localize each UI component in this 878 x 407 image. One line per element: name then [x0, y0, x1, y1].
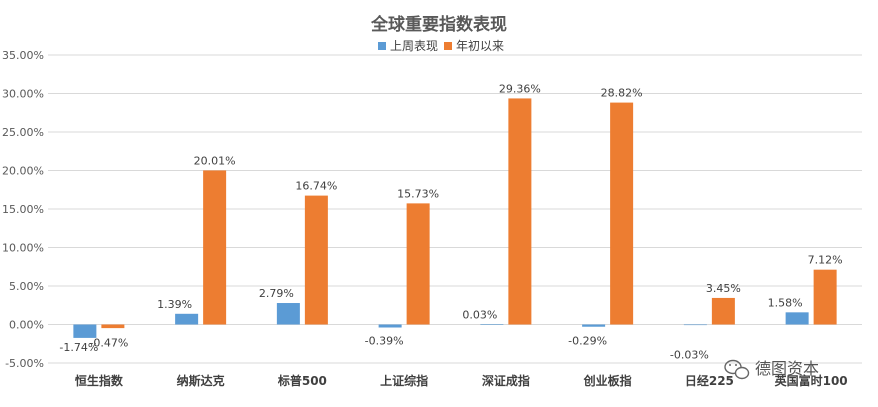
y-tick-label: 5.00% [9, 280, 44, 293]
data-labels: -1.74%-0.47% 1.39% 20.01% 2.79% 16.74% -0.39%… [59, 82, 842, 361]
data-label-ytd: 3.45% [706, 282, 741, 295]
bar-weekly [378, 324, 402, 328]
bar-weekly [276, 303, 300, 325]
x-axis: 恒生指数 纳斯达克 标普500 上证综指 深证成指 创业板指 日经225 英国富时100 [75, 373, 848, 388]
y-tick-label: 15.00% [2, 203, 44, 216]
category-label: 上证综指 [380, 373, 428, 388]
bar-weekly [175, 313, 199, 325]
data-label-weekly: 1.58% [768, 296, 803, 309]
y-tick-label: 30.00% [2, 88, 44, 101]
data-label-ytd: -0.47% [89, 337, 128, 350]
y-tick-label: 20.00% [2, 165, 44, 178]
y-tick-label: 25.00% [2, 126, 44, 139]
bar-ytd [508, 98, 532, 325]
chart-title: 全球重要指数表现 [370, 14, 507, 35]
data-label-ytd: 7.12% [808, 254, 843, 267]
y-axis: -5.00% 0.00% 5.00% 10.00% 15.00% 20.00% 25.00%… [2, 49, 44, 370]
bar-ytd [813, 269, 837, 325]
watermark: 德图资本 [724, 359, 819, 380]
category-label: 创业板指 [583, 373, 632, 388]
legend-swatch-weekly [378, 42, 386, 50]
data-label-weekly: 2.79% [259, 287, 294, 300]
legend-swatch-ytd [444, 42, 452, 50]
watermark-text: 德图资本 [755, 359, 819, 378]
data-label-weekly: 1.39% [157, 298, 192, 311]
bar-weekly [683, 324, 707, 326]
bar-weekly [582, 324, 606, 327]
gridlines [48, 54, 862, 364]
y-tick-label: 10.00% [2, 242, 44, 255]
legend-label-ytd: 年初以来 [456, 39, 504, 53]
bar-ytd [406, 203, 430, 325]
data-label-ytd: 16.74% [295, 180, 337, 193]
data-label-ytd: 20.01% [194, 154, 236, 167]
data-label-ytd: 15.73% [397, 187, 439, 200]
data-label-weekly: -0.29% [568, 335, 607, 348]
bar-ytd [711, 297, 735, 325]
bar-ytd [304, 195, 328, 325]
data-label-weekly: 0.03% [462, 308, 497, 321]
category-label: 英国富时100 [775, 373, 848, 388]
data-label-weekly: -0.03% [670, 349, 709, 362]
bar-ytd [203, 170, 227, 325]
category-label: 标普500 [277, 373, 327, 388]
category-label: 恒生指数 [75, 373, 124, 388]
y-tick-label: 0.00% [9, 319, 44, 332]
data-label-ytd: 28.82% [601, 87, 643, 100]
wechat-icon [724, 359, 750, 380]
bar-ytd [101, 324, 125, 329]
category-label: 纳斯达克 [177, 373, 225, 388]
y-tick-label: -5.00% [5, 357, 44, 370]
category-label: 日经225 [685, 373, 734, 388]
bars [73, 98, 837, 338]
bar-ytd [610, 102, 634, 325]
legend: 上周表现 年初以来 [378, 39, 504, 53]
legend-label-weekly: 上周表现 [390, 39, 438, 53]
bar-weekly [73, 324, 97, 338]
bar-weekly [480, 324, 504, 325]
y-tick-label: 35.00% [2, 49, 44, 62]
data-label-ytd: 29.36% [499, 82, 541, 95]
bar-weekly [785, 312, 809, 325]
category-label: 深证成指 [482, 373, 530, 388]
data-label-weekly: -0.39% [365, 335, 404, 348]
data-label-weekly: -1.74% [59, 341, 98, 354]
